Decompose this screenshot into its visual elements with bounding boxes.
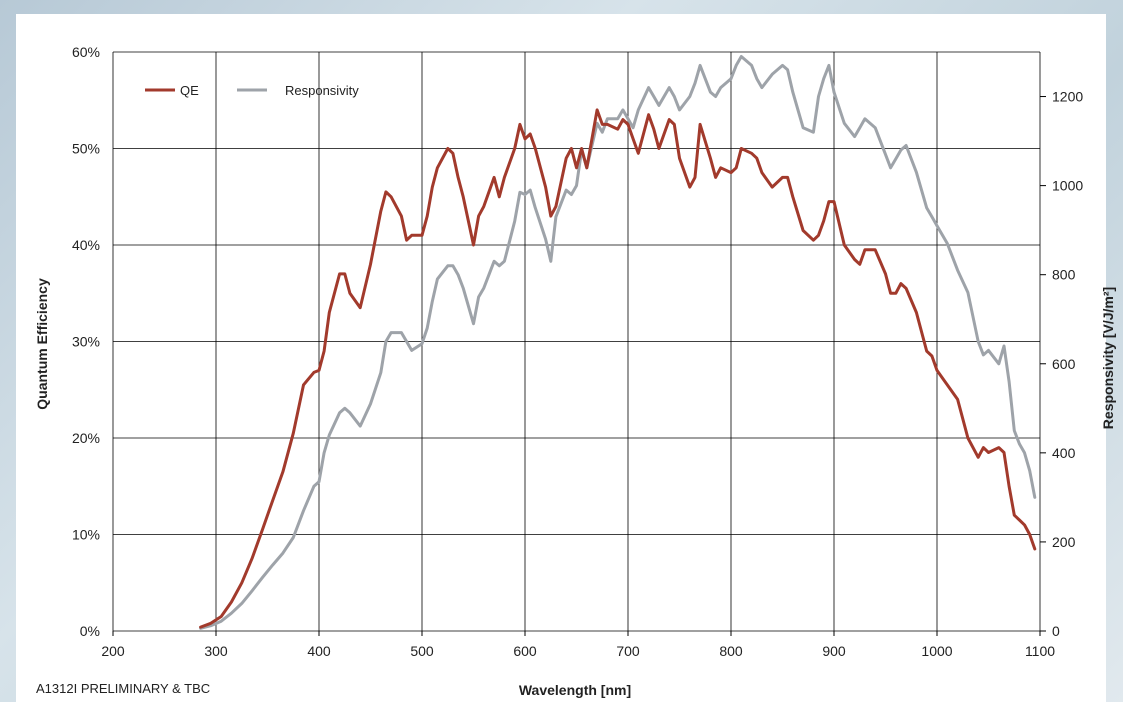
- series-line-qe: [199, 108, 1037, 629]
- x-tick-label: 300: [204, 643, 228, 659]
- y-tick-label: 30%: [72, 334, 100, 350]
- y2-tick-label: 400: [1052, 445, 1076, 461]
- y2-tick-label: 800: [1052, 267, 1076, 283]
- x-tick-label: 700: [616, 643, 640, 659]
- x-tick-label: 200: [101, 643, 125, 659]
- y2-axis-title: Responsivity [V/J/m²]: [1100, 287, 1116, 429]
- y2-tick-label: 1200: [1052, 89, 1083, 105]
- y-tick-label: 60%: [72, 44, 100, 60]
- x-tick-label: 1000: [921, 643, 952, 659]
- y-tick-label: 10%: [72, 527, 100, 543]
- x-tick-labels: 200 300 400 500 600 700 800 900 1000 1100: [101, 643, 1055, 659]
- y-tick-label: 0%: [80, 623, 100, 639]
- legend-label-responsivity: Responsivity: [285, 83, 359, 98]
- x-tick-label: 900: [822, 643, 846, 659]
- y2-tick-label: 200: [1052, 534, 1076, 550]
- grid-lines: [112, 51, 1046, 636]
- y2-tick-label: 0: [1052, 623, 1060, 639]
- legend-label-qe: QE: [180, 83, 199, 98]
- y2-tick-labels: 0 200 400 600 800 1000 1200: [1052, 89, 1083, 639]
- x-tick-label: 800: [719, 643, 743, 659]
- y-axis-title: Quantum Efficiency: [34, 278, 50, 410]
- footnote-label: A1312I PRELIMINARY & TBC: [36, 681, 210, 696]
- y2-tick-label: 1000: [1052, 178, 1083, 194]
- y-tick-labels: 0% 10% 20% 30% 40% 50% 60%: [72, 44, 100, 639]
- chart-panel: [16, 14, 1106, 702]
- series-line-responsivity: [199, 55, 1037, 630]
- series-lines: [199, 55, 1037, 630]
- y-tick-label: 20%: [72, 430, 100, 446]
- x-tick-label: 500: [410, 643, 434, 659]
- y2-tick-label: 600: [1052, 356, 1076, 372]
- x-tick-label: 1100: [1025, 643, 1055, 659]
- x-tick-label: 600: [513, 643, 537, 659]
- x-tick-label: 400: [307, 643, 331, 659]
- y-tick-label: 50%: [72, 141, 100, 157]
- y-tick-label: 40%: [72, 237, 100, 253]
- x-axis-title: Wavelength [nm]: [519, 682, 631, 698]
- legend: QE Responsivity: [145, 83, 359, 98]
